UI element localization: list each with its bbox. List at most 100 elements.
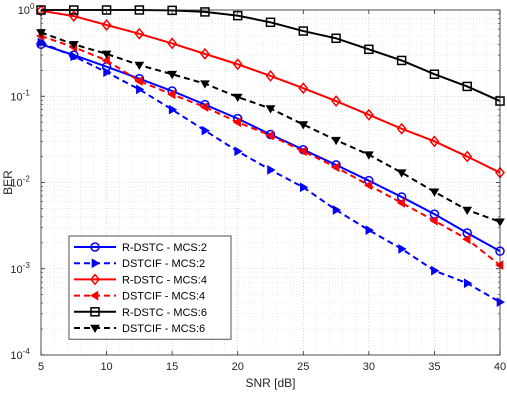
y-tick-label: 10-4 xyxy=(10,347,30,362)
data-point xyxy=(103,67,112,78)
y-tick-label: 100 xyxy=(18,2,35,17)
legend-label: R-DSTC - MCS:2 xyxy=(122,242,207,254)
legend-entry: DSTCIF - MCS:6 xyxy=(74,323,205,335)
x-tick-label: 35 xyxy=(428,361,440,373)
data-point xyxy=(496,297,505,308)
x-tick-label: 5 xyxy=(38,361,44,373)
x-tick-label: 30 xyxy=(363,361,375,373)
data-point xyxy=(167,89,176,100)
data-point xyxy=(299,182,309,193)
data-point xyxy=(201,125,210,136)
series-2 xyxy=(37,37,505,308)
data-point xyxy=(200,7,210,17)
data-point xyxy=(429,215,438,226)
data-point xyxy=(396,198,405,208)
x-axis-label: SNR [dB] xyxy=(245,376,295,390)
data-point xyxy=(331,136,341,146)
data-point xyxy=(101,55,110,66)
data-point xyxy=(462,206,473,215)
data-point xyxy=(365,225,374,236)
data-point xyxy=(331,95,342,108)
x-tick-label: 20 xyxy=(232,361,244,373)
data-point xyxy=(298,26,309,36)
legend-entry: DSTCIF - MCS:2 xyxy=(74,258,205,270)
legend-marker xyxy=(90,273,100,286)
y-tick-label: 10-1 xyxy=(10,88,30,103)
data-point xyxy=(136,84,145,95)
data-point xyxy=(331,162,340,173)
data-point xyxy=(363,180,373,191)
data-point xyxy=(232,93,243,102)
legend-label: R-DSTC - MCS:4 xyxy=(122,274,207,286)
legend-label: R-DSTC - MCS:6 xyxy=(122,307,207,319)
x-tick-label: 40 xyxy=(494,361,506,373)
series-3 xyxy=(36,4,505,179)
data-point xyxy=(265,69,276,82)
legend-entry: R-DSTC - MCS:4 xyxy=(74,273,207,286)
data-point xyxy=(167,37,178,50)
legend-entry: DSTCIF - MCS:4 xyxy=(74,291,205,303)
data-point xyxy=(431,265,440,276)
data-point xyxy=(68,41,79,50)
data-point xyxy=(298,82,309,95)
data-point xyxy=(398,243,407,254)
data-point xyxy=(200,80,210,89)
series-line xyxy=(40,9,501,174)
data-point xyxy=(134,61,145,71)
data-point xyxy=(265,129,276,140)
data-point xyxy=(331,33,341,44)
x-tick-label: 15 xyxy=(166,361,178,373)
x-tick-label: 25 xyxy=(297,361,309,373)
data-point xyxy=(232,117,242,128)
data-point xyxy=(167,70,178,80)
data-point xyxy=(101,50,112,59)
data-point xyxy=(134,27,145,40)
legend-marker xyxy=(91,258,100,269)
axis-ticks: 5 10 15 20 25 30 35 40 10-4 10-3 10-2 10-1 100 xyxy=(10,2,506,373)
legend-entry: R-DSTC - MCS:2 xyxy=(74,242,207,254)
data-point xyxy=(495,260,504,271)
data-point xyxy=(265,130,274,141)
legend-box xyxy=(68,235,232,340)
data-point xyxy=(429,188,440,197)
data-point xyxy=(232,58,243,71)
legend-marker xyxy=(90,324,100,333)
data-point xyxy=(332,205,342,215)
x-tick-label: 10 xyxy=(100,361,112,373)
data-point xyxy=(199,47,210,60)
data-point xyxy=(101,19,112,31)
legend-marker xyxy=(90,242,100,252)
data-point xyxy=(396,169,407,178)
data-point xyxy=(463,278,473,289)
data-point xyxy=(265,17,276,28)
data-point xyxy=(265,105,276,114)
data-point xyxy=(298,146,307,157)
data-point xyxy=(396,122,407,135)
legend-marker xyxy=(90,307,100,317)
data-point xyxy=(462,234,471,245)
data-point xyxy=(429,135,440,148)
data-point xyxy=(462,81,472,92)
legend-label: DSTCIF - MCS:4 xyxy=(122,291,205,303)
legend-marker xyxy=(90,290,99,301)
y-tick-label: 10-2 xyxy=(10,175,30,190)
data-point xyxy=(429,69,440,79)
data-point xyxy=(298,121,309,130)
legend-entry: R-DSTC - MCS:6 xyxy=(74,307,207,319)
data-point xyxy=(363,108,374,121)
data-point xyxy=(396,55,407,66)
y-axis-label: BER xyxy=(1,170,15,195)
data-point xyxy=(364,44,374,55)
data-point xyxy=(234,146,243,157)
series-lines xyxy=(36,4,505,308)
data-point xyxy=(199,102,209,112)
legend-label: DSTCIF - MCS:6 xyxy=(122,323,205,335)
y-tick-label: 10-3 xyxy=(10,261,30,276)
data-point xyxy=(462,150,473,163)
data-point xyxy=(267,165,276,175)
legend-label: DSTCIF - MCS:2 xyxy=(122,258,205,270)
data-point xyxy=(168,104,178,115)
data-point xyxy=(70,51,79,62)
